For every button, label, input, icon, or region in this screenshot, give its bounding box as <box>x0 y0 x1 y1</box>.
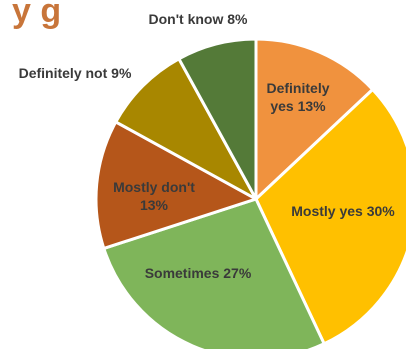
pie-slice <box>254 37 375 201</box>
pie-slices <box>94 37 406 349</box>
slice-label-line: Mostly don't <box>113 179 195 195</box>
slice-label-line: Mostly yes 30% <box>291 203 395 219</box>
chart-title-fragment: y g <box>12 0 61 30</box>
slice-label-line: 13% <box>140 197 169 213</box>
slice-label-line: Definitely not 9% <box>19 65 132 81</box>
pie-slice <box>94 120 258 250</box>
slice-label: Mostly yes 30% <box>291 203 395 219</box>
slice-label-line: Definitely <box>266 80 329 96</box>
pie-slice <box>114 57 258 201</box>
pie-slice <box>102 197 326 349</box>
slice-label: Definitely not 9% <box>19 65 132 81</box>
slice-label-line: Don't know 8% <box>149 11 249 27</box>
pie-slice <box>254 87 406 346</box>
slice-label: Mostly don't 13% <box>113 179 195 213</box>
slice-label-line: yes 13% <box>270 98 326 114</box>
slice-label: Don't know 8% <box>149 11 249 27</box>
slice-label: Definitely yes 13% <box>266 80 329 114</box>
slice-label-line: Sometimes 27% <box>145 265 252 281</box>
pie-labels: Definitely yes 13% Mostly yes 30% Sometimes… <box>19 11 396 281</box>
pie-slice <box>177 37 258 201</box>
slice-label: Sometimes 27% <box>145 265 252 281</box>
